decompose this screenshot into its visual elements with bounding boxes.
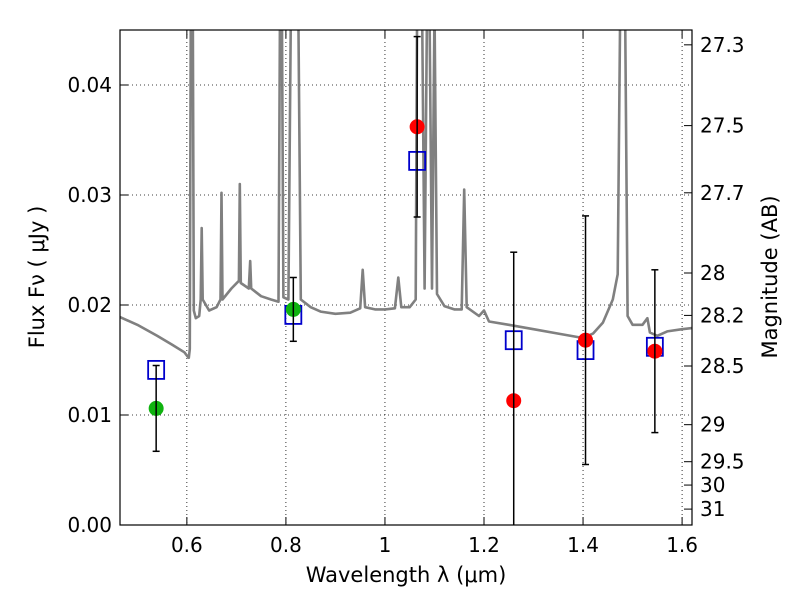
- right-tick-label: 27.7: [700, 181, 745, 205]
- right-tick-label: 30: [700, 473, 725, 497]
- right-tick-label: 29: [700, 413, 725, 437]
- right-tick-label: 27.5: [700, 114, 745, 138]
- axis-ticks: [120, 30, 692, 526]
- y-tick-label: 0.04: [67, 73, 112, 97]
- x-tick-label: 1: [379, 533, 392, 557]
- y-tick-label: 0.02: [67, 293, 112, 317]
- x-tick-label: 0.8: [270, 533, 302, 557]
- right-tick-label: 29.5: [700, 450, 745, 474]
- error-bars: [152, 35, 659, 525]
- y-tick-label: 0.01: [67, 403, 112, 427]
- plot-frame: [119, 29, 693, 526]
- y-axis-label: Flux Fν ( μJy ): [25, 206, 49, 349]
- grid: [120, 30, 692, 525]
- y-tick-label: 0.00: [67, 513, 112, 537]
- tick-labels: 0.6 0.8 1 1.2 1.4 1.6 0.00 0.01 0.02 0.03 0.04 27.3…: [67, 33, 744, 557]
- right-tick-label: 27.3: [700, 33, 745, 57]
- x-tick-label: 0.6: [171, 533, 203, 557]
- x-tick-label: 1.2: [468, 533, 500, 557]
- right-tick-label: 28: [700, 261, 725, 285]
- x-tick-label: 1.6: [666, 533, 698, 557]
- right-tick-label: 31: [700, 497, 725, 521]
- y-tick-label: 0.03: [67, 183, 112, 207]
- right-axis-label: Magnitude (AB): [758, 195, 782, 358]
- x-axis-label: Wavelength λ (μm): [306, 563, 507, 587]
- right-tick-label: 28.2: [700, 303, 745, 327]
- right-tick-label: 28.5: [700, 354, 745, 378]
- x-tick-label: 1.4: [567, 533, 599, 557]
